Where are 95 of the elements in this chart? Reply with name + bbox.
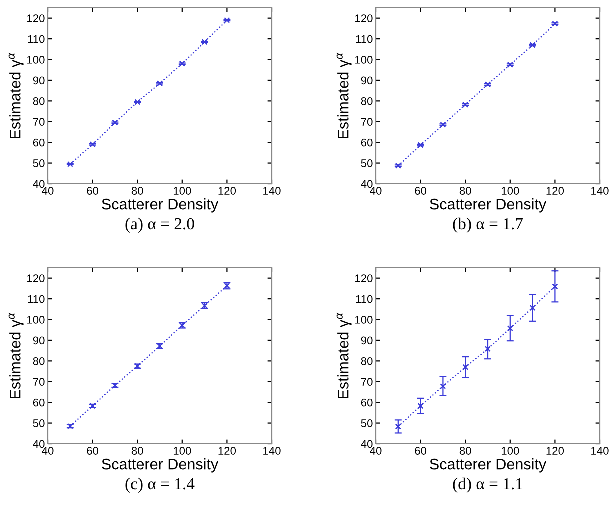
y-tick-label: 100	[28, 56, 45, 64]
point	[395, 424, 402, 430]
point	[484, 82, 492, 88]
y-tick-label: 50	[361, 420, 373, 428]
point	[462, 102, 469, 108]
y-tick-label: 80	[33, 357, 45, 366]
y-tick-label: 90	[361, 336, 373, 345]
point	[134, 99, 141, 106]
x-tick-label: 40	[370, 187, 382, 195]
y-tick-label: 60	[33, 398, 45, 407]
text: (a) α = 2.0	[126, 218, 194, 234]
point	[462, 364, 469, 370]
point	[507, 325, 514, 332]
y-tick-label: 70	[361, 118, 373, 126]
x-tick-label: 40	[42, 447, 54, 455]
y-tick-label: 80	[33, 97, 45, 106]
y-tick-label: 120	[356, 274, 373, 282]
y-tick-label: 90	[361, 76, 373, 85]
text: (c) α = 1.4	[126, 478, 195, 494]
x-tick-label: 140	[264, 447, 281, 455]
y-tick-label: 60	[33, 138, 45, 147]
point	[552, 284, 558, 290]
point	[156, 80, 164, 87]
y-tick-label: 120	[28, 274, 45, 282]
x-tick-label: 80	[460, 187, 472, 195]
point	[530, 304, 536, 312]
x-tick-label: 80	[460, 447, 472, 455]
y-tick-label: 40	[33, 180, 45, 188]
x-tick-label: 100	[502, 447, 520, 455]
point	[418, 403, 424, 410]
x-tick-label: 100	[174, 447, 192, 455]
y-tick-label: 50	[33, 160, 45, 168]
y-tick-label: 100	[356, 316, 373, 324]
x-tick-label: 80	[132, 187, 144, 195]
y-tick-label: 70	[33, 118, 45, 126]
x-tick-label: 140	[264, 187, 281, 195]
x-tick-label: 140	[592, 187, 609, 195]
point	[112, 120, 118, 126]
x-tick-label: 120	[218, 447, 236, 455]
point	[440, 122, 446, 128]
y-tick-label: 120	[356, 14, 373, 22]
y-tick-label: 60	[361, 138, 373, 147]
point	[507, 62, 514, 68]
y-axis-title: Estimated γ$^{α}$	[336, 52, 352, 139]
y-tick-label: 110	[28, 35, 45, 44]
text: (d) α = 1.1	[453, 478, 522, 494]
y-tick-label: 110	[356, 35, 373, 44]
x-tick-label: 140	[592, 447, 609, 455]
y-tick-label: 100	[28, 316, 45, 324]
point	[202, 39, 208, 46]
x-tick-label: 120	[546, 447, 564, 455]
x-tick-label: 120	[546, 187, 564, 195]
point	[90, 142, 96, 148]
y-tick-label: 110	[28, 295, 45, 304]
y-axis-title: Estimated γ$^{α}$	[8, 312, 24, 399]
x-axis-title: Scatterer Density	[430, 198, 547, 213]
x-tick-label: 40	[370, 447, 382, 455]
y-tick-label: 40	[33, 440, 45, 448]
point	[484, 346, 492, 352]
y-tick-label: 70	[361, 378, 373, 386]
point	[179, 60, 186, 67]
y-tick-label: 60	[361, 398, 373, 407]
y-tick-label: 70	[33, 378, 45, 386]
y-tick-label: 100	[356, 56, 373, 64]
text: (b) α = 1.7	[453, 218, 523, 234]
x-tick-label: 100	[502, 187, 520, 195]
point	[224, 17, 230, 24]
point	[395, 162, 402, 170]
y-tick-label: 40	[361, 440, 373, 448]
y-axis-title: Estimated γ$^{α}$	[336, 312, 352, 399]
y-tick-label: 90	[33, 336, 45, 345]
x-tick-label: 120	[218, 187, 236, 195]
x-axis-title: Scatterer Density	[102, 458, 219, 473]
y-tick-label: 50	[33, 420, 45, 428]
y-tick-label: 90	[33, 76, 45, 85]
y-axis-title: Estimated γ$^{α}$	[8, 52, 24, 139]
y-tick-label: 50	[361, 160, 373, 168]
point	[67, 161, 74, 168]
y-tick-label: 120	[28, 14, 45, 22]
x-axis-title: Scatterer Density	[430, 458, 547, 473]
point	[552, 20, 558, 27]
y-tick-label: 110	[356, 295, 373, 304]
x-tick-label: 60	[415, 447, 427, 455]
point	[440, 383, 446, 390]
x-axis-title: Scatterer Density	[102, 198, 219, 213]
x-tick-label: 100	[174, 187, 192, 195]
point	[418, 142, 424, 148]
x-tick-label: 60	[87, 187, 99, 195]
x-tick-label: 60	[415, 187, 427, 195]
y-tick-label: 80	[361, 357, 373, 366]
y-tick-label: 80	[361, 97, 373, 106]
x-tick-label: 40	[42, 187, 54, 195]
x-tick-label: 60	[87, 447, 99, 455]
y-tick-label: 40	[361, 180, 373, 188]
x-tick-label: 80	[132, 447, 144, 455]
